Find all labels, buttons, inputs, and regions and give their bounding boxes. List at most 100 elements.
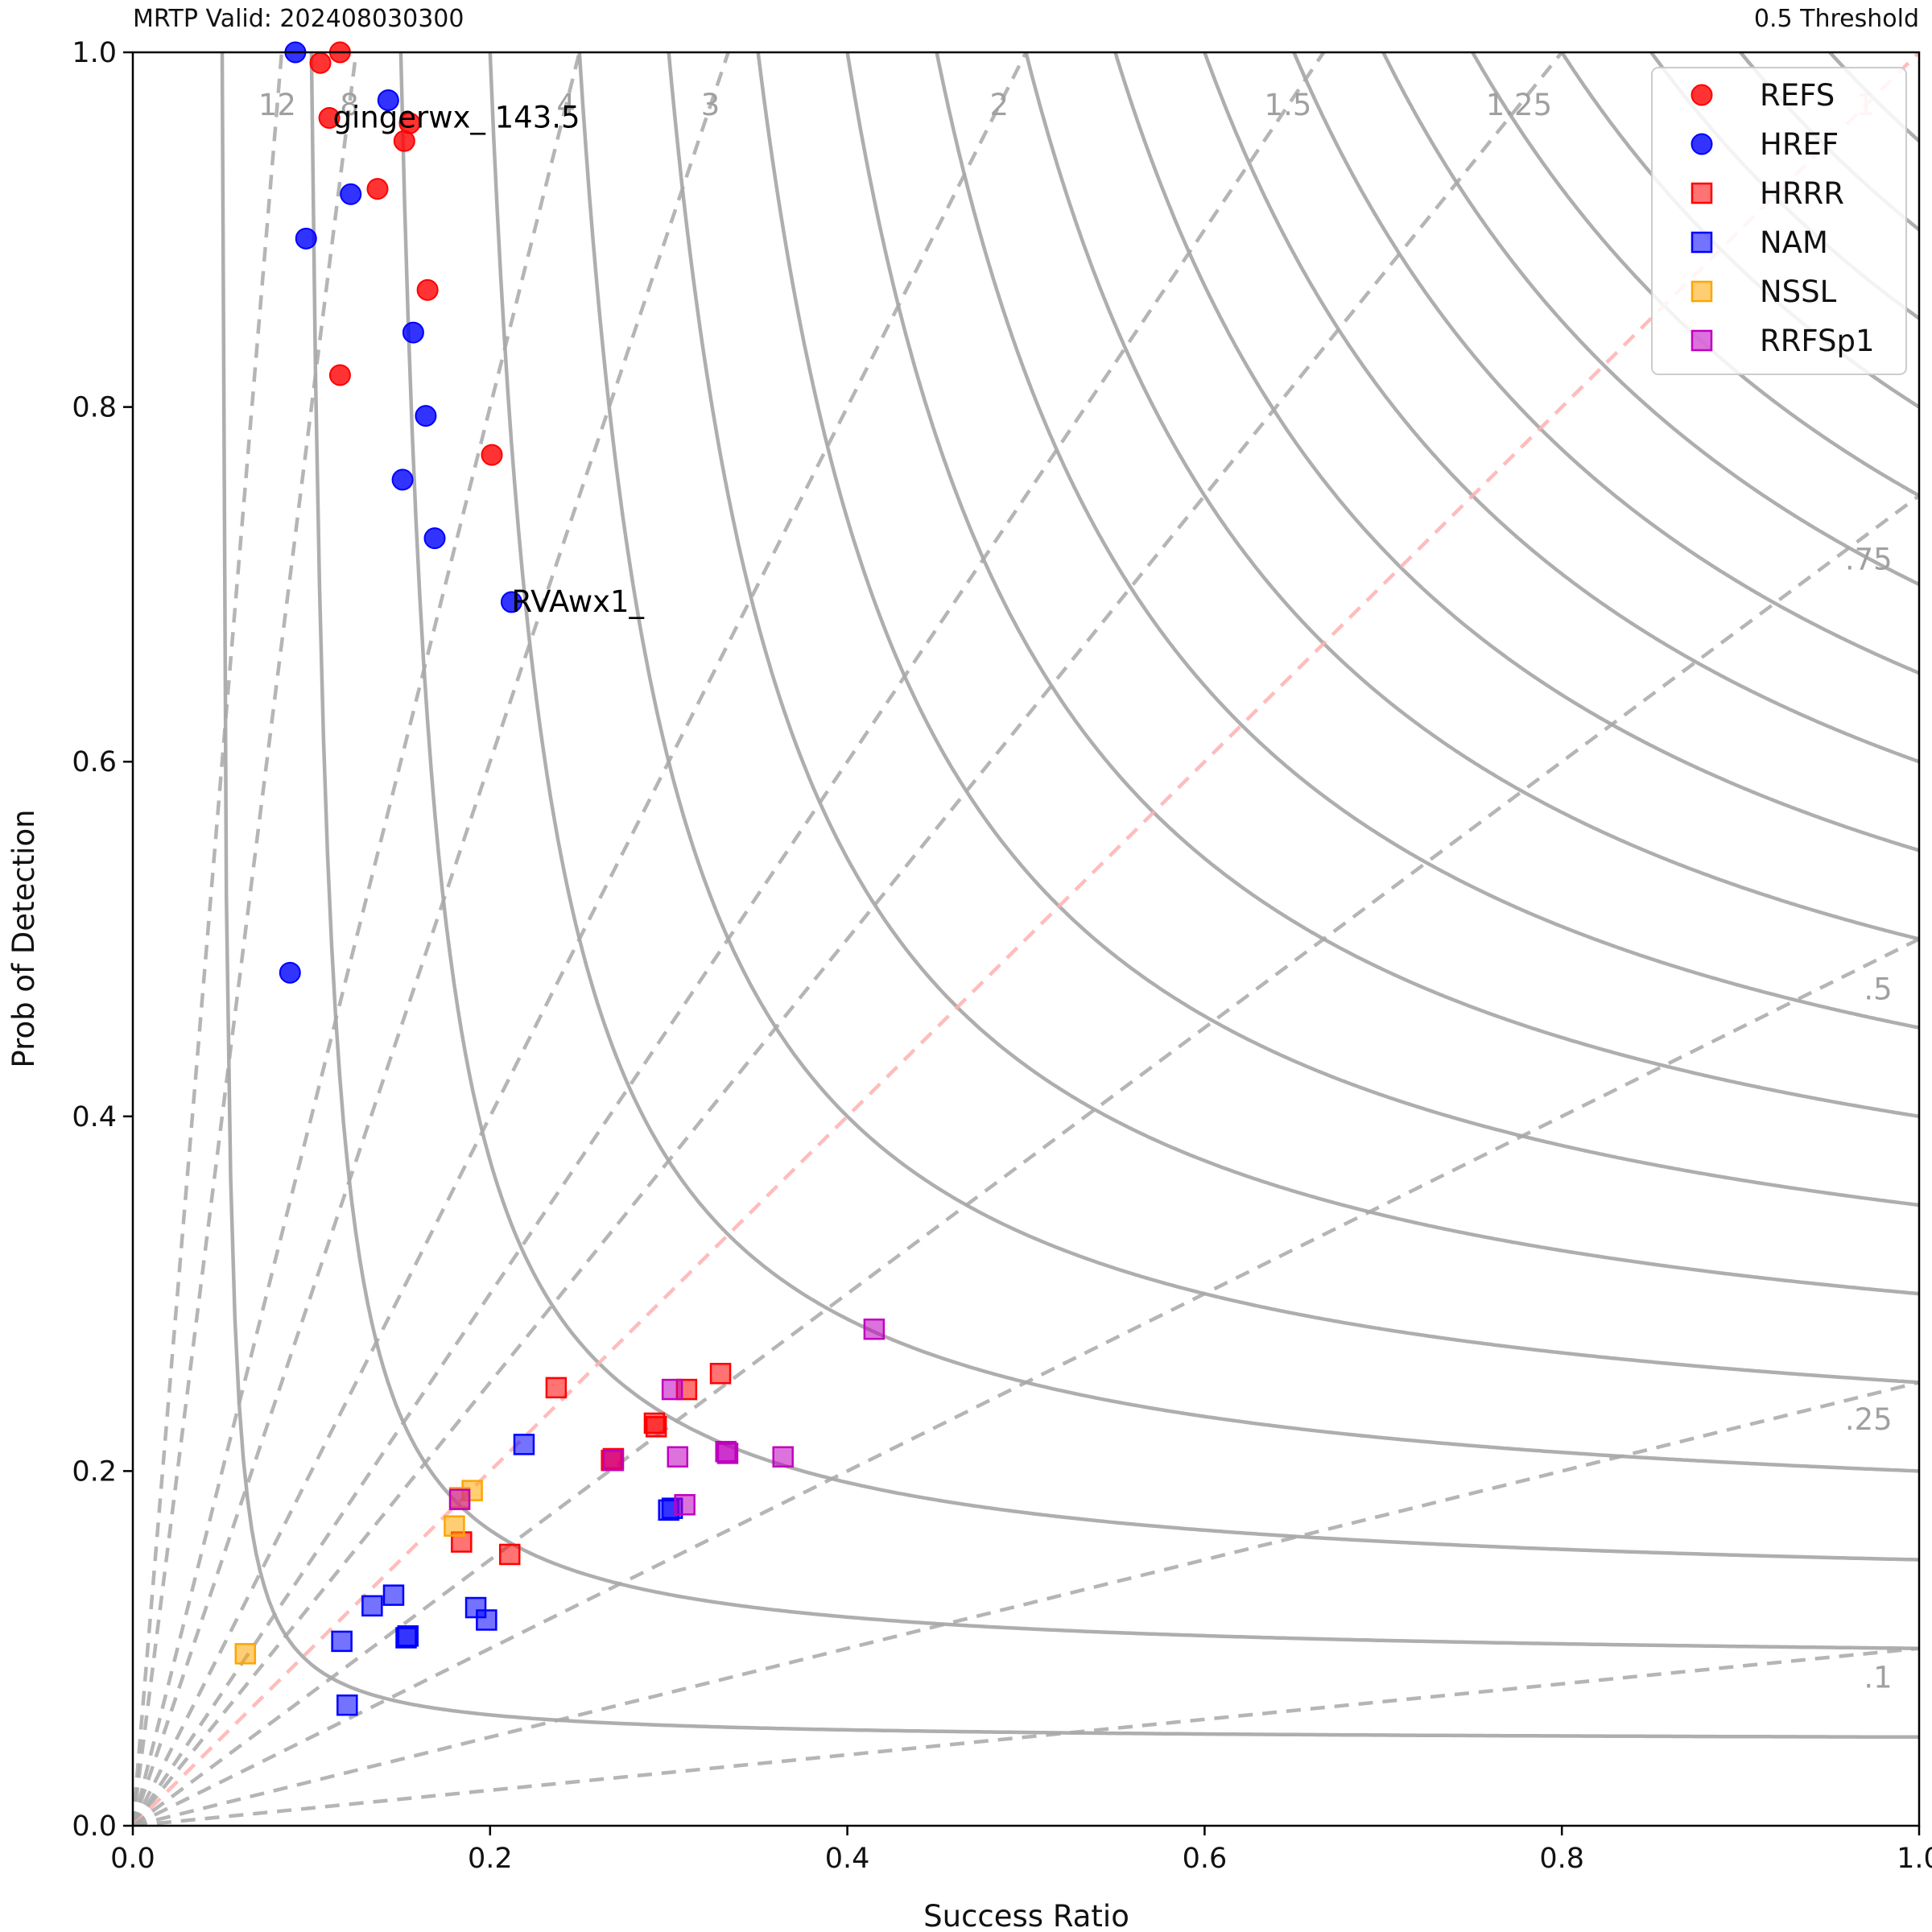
point-refs	[318, 107, 341, 130]
y-tick-label: 0.4	[72, 1101, 117, 1133]
point-refs	[416, 279, 439, 301]
point-hrrr	[709, 1362, 732, 1385]
csi-contour	[309, 52, 1919, 1650]
bias-line	[133, 1646, 1919, 1826]
x-tick-label: 0.4	[825, 1843, 870, 1875]
point-href	[423, 527, 446, 550]
point-hrrr	[545, 1377, 568, 1399]
legend-box	[1651, 67, 1907, 375]
bias-line	[133, 52, 582, 1826]
csi-contour	[488, 52, 1919, 1473]
legend-marker	[1690, 84, 1713, 106]
x-tick-label: 1.0	[1897, 1843, 1932, 1875]
y-axis-label: Prob of Detection	[6, 809, 41, 1067]
x-tick-label: 0.8	[1539, 1843, 1584, 1875]
csi-contour	[935, 52, 1919, 1030]
legend-marker	[1690, 231, 1713, 254]
csi-contour	[756, 52, 1919, 1208]
point-rrfsp1	[674, 1494, 696, 1516]
bias-label: 3	[701, 88, 720, 122]
csi-contour	[1113, 52, 1919, 852]
point-rrfsp1	[448, 1488, 471, 1510]
point-href	[295, 227, 317, 250]
point-href	[279, 961, 301, 984]
bias-label: 1.5	[1265, 88, 1312, 122]
point-refs	[366, 178, 389, 200]
x-axis-label: Success Ratio	[923, 1899, 1129, 1932]
bias-label: .75	[1845, 542, 1893, 576]
point-href	[415, 405, 437, 427]
point-nam	[476, 1609, 497, 1631]
point-refs	[328, 364, 351, 386]
legend-label: RRFSp1	[1760, 324, 1875, 358]
legend-label: HREF	[1760, 127, 1839, 162]
point-href	[340, 183, 362, 205]
point-refs	[481, 444, 503, 466]
bias-label: 4	[556, 88, 576, 122]
y-tick-label: 0.6	[72, 746, 117, 778]
point-hrrr	[498, 1543, 521, 1566]
x-tick-label: 0.6	[1183, 1843, 1228, 1875]
data-points	[234, 41, 886, 1716]
legend-label: NAM	[1760, 225, 1828, 260]
csi-contour	[1381, 52, 1919, 586]
bias-line	[133, 52, 1327, 1826]
legend-label: HRRR	[1760, 176, 1844, 211]
point-nam	[361, 1595, 383, 1617]
header-threshold: 0.5 Threshold	[1753, 5, 1919, 33]
csi-contour	[577, 52, 1919, 1385]
csi-contour	[398, 52, 1919, 1562]
point-nssl	[234, 1643, 257, 1665]
point-nam	[397, 1625, 419, 1647]
legend-label: NSSL	[1760, 275, 1837, 309]
legend-label: REFS	[1760, 78, 1835, 113]
bias-line	[133, 52, 358, 1826]
point-refs	[393, 130, 415, 152]
point-annotation: RVAwx1_	[511, 584, 644, 619]
csi-contour	[1024, 52, 1919, 941]
bias-line	[133, 52, 1565, 1826]
point-annotation: gingerwx_ 143.5	[333, 101, 580, 135]
point-rrfsp1	[772, 1446, 794, 1468]
legend-marker	[1690, 182, 1713, 204]
point-hrrr	[643, 1412, 666, 1435]
legend: REFS HREF HRRR NAM NSSL RRFSp1	[1651, 67, 1907, 375]
bias-label: 2	[989, 88, 1009, 122]
plot-frame	[131, 51, 1921, 1827]
bias-line	[133, 52, 731, 1826]
bias-line	[133, 493, 1919, 1826]
point-href	[391, 469, 414, 491]
annotations: gingerwx_ 143.5 RVAwx1_	[333, 101, 645, 619]
bias-line	[133, 52, 1029, 1826]
y-tick-label: 0.2	[72, 1455, 117, 1488]
point-refs	[309, 52, 332, 74]
csi-contour	[845, 52, 1919, 1119]
point-rrfsp1	[661, 1378, 683, 1401]
csi-contour	[1203, 52, 1919, 764]
point-nam	[513, 1434, 535, 1455]
y-tick-label: 1.0	[72, 37, 117, 69]
y-tick-label: 0.8	[72, 392, 117, 424]
bias-label: .1	[1864, 1660, 1892, 1695]
csi-contour	[667, 52, 1919, 1296]
point-nssl	[444, 1515, 465, 1537]
point-rrfsp1	[667, 1446, 689, 1468]
x-tick-label: 0.0	[110, 1843, 155, 1875]
point-nam	[331, 1630, 353, 1653]
point-rrfsp1	[863, 1318, 886, 1340]
bias-label: 1.25	[1486, 88, 1552, 122]
bias-label: 8	[340, 88, 359, 122]
legend-marker	[1690, 133, 1713, 155]
legend-marker	[1690, 329, 1713, 352]
csi-contour	[1292, 52, 1919, 675]
bias-label: 12	[258, 88, 296, 122]
point-nam	[336, 1694, 358, 1716]
point-href	[377, 89, 399, 111]
point-href	[402, 321, 424, 344]
point-rrfsp1	[602, 1449, 625, 1472]
point-rrfsp1	[716, 1443, 739, 1464]
bias-label: .25	[1845, 1402, 1893, 1437]
bias-line	[133, 52, 284, 1826]
